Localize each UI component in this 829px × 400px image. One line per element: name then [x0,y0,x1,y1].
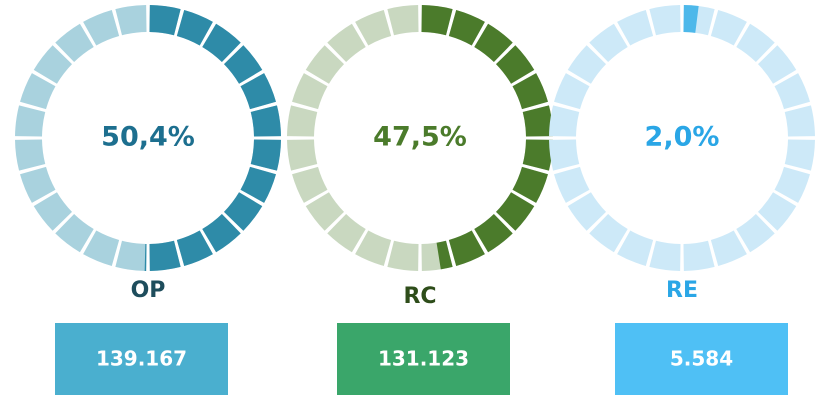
gauge-track-segment [33,45,73,84]
gauge-fill-segment [512,166,548,203]
gauge-fill-segment [176,230,213,266]
gauge-fill-segment [512,73,548,110]
gauge-fill-segment [448,10,485,46]
gauge-fill-segment [683,5,699,33]
gauge-fill-segment [522,105,553,137]
gauge-track-segment [784,139,815,171]
gauge-title: RC [403,284,436,309]
gauge-track-segment [617,10,654,46]
gauge-track-segment [15,139,46,171]
gauge-fill-segment [176,10,213,46]
gauge-track-segment [115,5,147,36]
gauge-fill-segment [202,23,241,63]
gauge-track-segment [589,213,628,253]
gauge-track-segment [757,45,797,84]
gauge-track-segment [292,73,328,110]
gauge-fill-segment [436,240,453,270]
gauge-track-segment [55,213,94,253]
amount-label: 139.167 [96,347,187,371]
gauge-title: OP [131,278,166,303]
gauge-track-segment [649,240,681,271]
gauge-track-segment [355,230,392,266]
gauge-track-segment [589,23,628,63]
gauge-track-segment [292,166,328,203]
gauge-fill-segment [474,213,513,253]
gauge-track-segment [567,192,607,231]
gauge-value-label: 2,0% [645,122,720,153]
gauge-track-segment [549,139,580,171]
gauge-track-segment [305,192,345,231]
gauge-fill-segment [421,5,453,36]
gauge-track-segment [567,45,607,84]
gauge-track-segment [710,230,747,266]
amount-label: 5.584 [670,347,733,371]
gauge-track-segment [554,166,590,203]
gauge-track-segment [617,230,654,266]
gauge-fill-segment [495,192,535,231]
gauge-fill-segment [223,192,263,231]
gauge-fill-segment [149,5,181,36]
gauge-track-segment [774,73,810,110]
gauge-track-segment [20,73,56,110]
gauge-track-segment [115,240,147,271]
gauge-track-segment [554,73,590,110]
gauge-fill-segment [223,45,263,84]
amount-box [337,323,510,395]
gauge-track-segment [15,105,46,137]
gauge-fill-segment [240,73,276,110]
gauge-track-segment [736,213,775,253]
gauge-fill-segment [474,23,513,63]
gauge-track-segment [784,105,815,137]
gauge-fill-segment [522,139,553,171]
gauge-value-label: 47,5% [373,122,467,153]
gauge-track-segment [757,192,797,231]
gauge-fill-segment [144,243,147,271]
gauge-track-segment [287,139,318,171]
gauge-track-segment [736,23,775,63]
amount-label: 131.123 [378,347,469,371]
gauge-track-segment [287,105,318,137]
gauge-track-segment [20,166,56,203]
gauge-fill-segment [250,139,281,171]
gauge-fill-segment [250,105,281,137]
gauge-title: RE [666,278,698,303]
gauge-track-segment [83,230,120,266]
gauge-track-segment [355,10,392,46]
gauge-track-segment [83,10,120,46]
gauge-track-segment [649,5,681,36]
gauge-fill-segment [202,213,241,253]
gauge-track-segment [33,192,73,231]
gauge-value-label: 50,4% [101,122,195,153]
gauge-track-segment [305,45,345,84]
gauge-track-segment [683,240,715,271]
gauge-fill-segment [149,240,181,271]
gauge-track-segment [327,23,366,63]
amount-box [55,323,228,395]
gauge-track-segment [774,166,810,203]
gauge-track-segment [710,10,747,46]
gauge-track-segment [549,105,580,137]
gauge-fill-segment [495,45,535,84]
gauge-track-segment [387,240,419,271]
amount-box [615,323,788,395]
gauge-fill-segment [448,230,485,266]
gauge-fill-segment [240,166,276,203]
gauge-track-segment [327,213,366,253]
gauge-track-segment [387,5,419,36]
gauge-track-segment [55,23,94,63]
